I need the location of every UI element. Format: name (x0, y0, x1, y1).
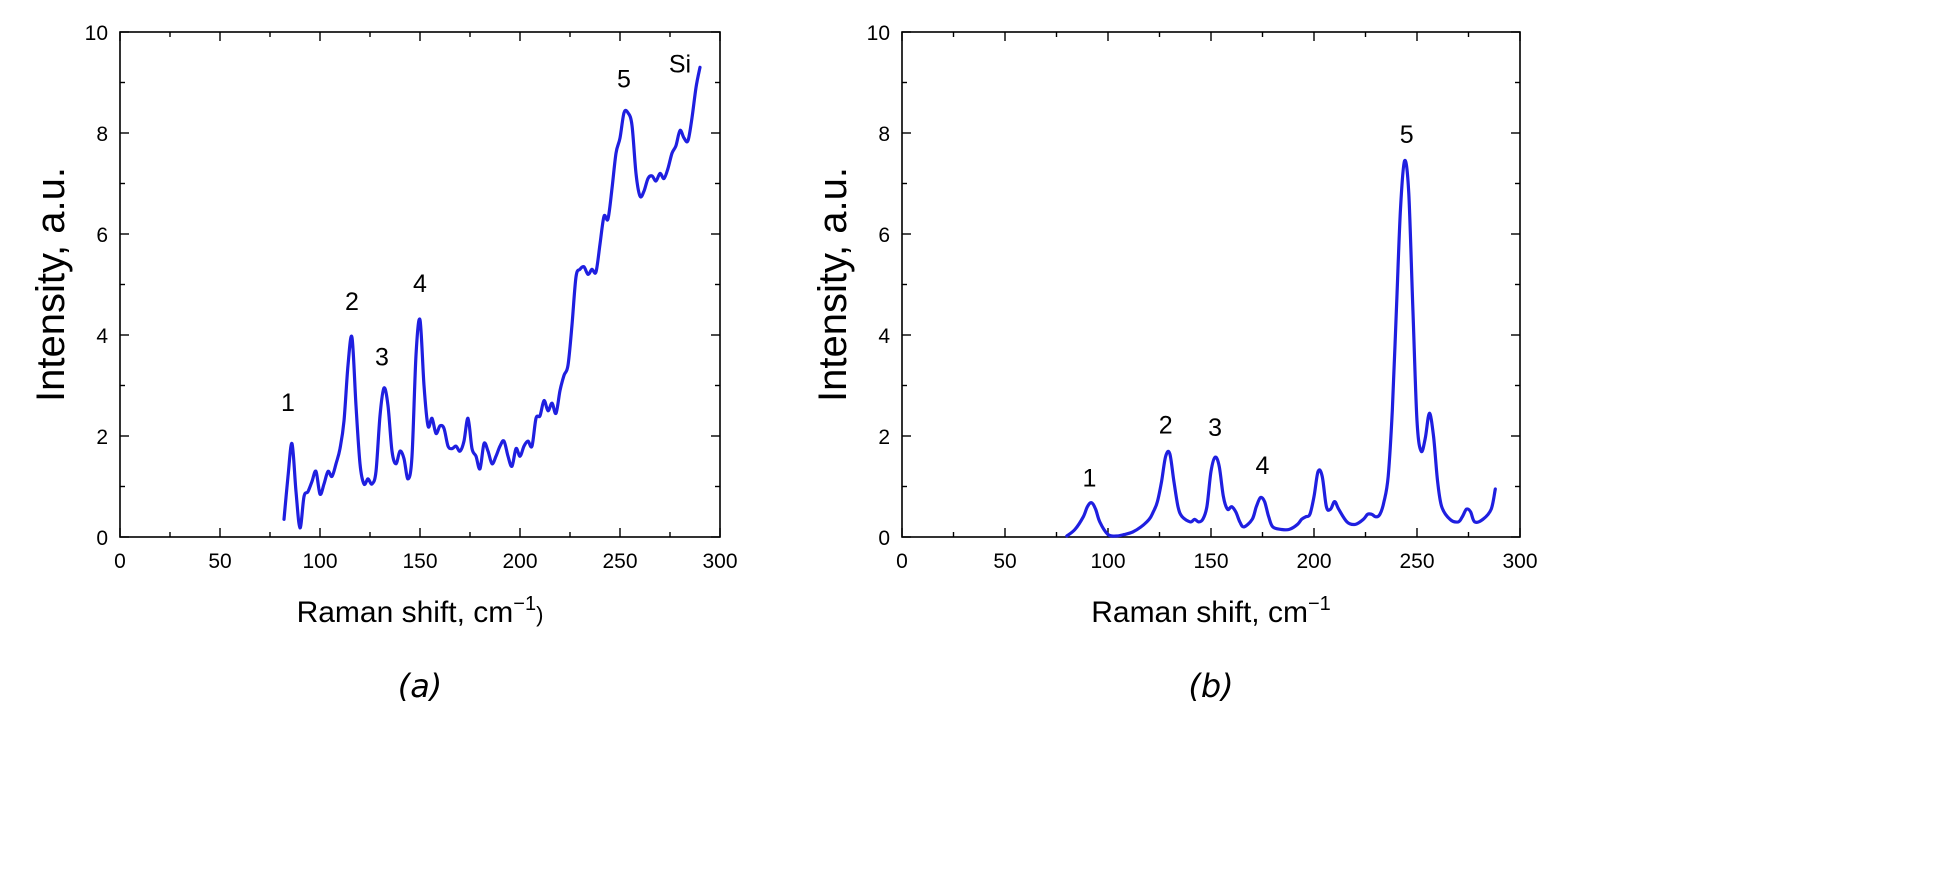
x-axis-title-main: Raman shift, cm (297, 596, 514, 629)
x-tick-label: 200 (1296, 550, 1331, 573)
peak-label: 4 (413, 270, 427, 298)
x-tick-label: 50 (208, 550, 231, 573)
panel-caption: (a) (398, 667, 443, 705)
x-tick-label: 300 (1502, 550, 1537, 573)
series-line (282, 65, 702, 530)
y-tick-label: 8 (96, 123, 108, 146)
peak-label: 5 (1400, 121, 1414, 149)
y-tick-label: 0 (878, 527, 890, 550)
x-tick-label: 100 (1090, 550, 1125, 573)
series-line (1065, 158, 1497, 538)
x-axis-title: Raman shift, cm−1) (297, 593, 544, 629)
y-tick-label: 6 (878, 224, 890, 247)
x-tick-label: 250 (602, 550, 637, 573)
peak-label: 2 (345, 288, 359, 316)
x-tick-label: 150 (1193, 550, 1228, 573)
y-tick-label: 10 (85, 22, 108, 45)
y-tick-label: 10 (867, 22, 890, 45)
x-tick-label: 0 (114, 550, 126, 573)
y-tick-label: 2 (878, 426, 890, 449)
peak-label: 1 (281, 389, 295, 417)
y-tick-label: 6 (96, 224, 108, 247)
y-tick-label: 8 (878, 123, 890, 146)
y-tick-label: 4 (96, 325, 108, 348)
x-tick-label: 0 (896, 550, 908, 573)
peak-label: 5 (617, 66, 631, 94)
peak-label: 4 (1256, 452, 1270, 480)
x-axis-title-main: Raman shift, cm (1091, 596, 1308, 629)
x-tick-label: 150 (402, 550, 437, 573)
x-tick-label: 50 (993, 550, 1016, 573)
y-axis-title: Intensity, a.u. (811, 167, 855, 402)
x-axis-title-superscript: −1 (1308, 593, 1331, 615)
x-tick-label: 250 (1399, 550, 1434, 573)
peak-label: 2 (1159, 411, 1173, 439)
y-tick-label: 4 (878, 325, 890, 348)
plot-frame (901, 31, 1521, 538)
peak-label: 3 (375, 343, 389, 371)
peak-label: Si (669, 50, 691, 78)
panel-caption: (b) (1188, 667, 1233, 705)
peak-label: 1 (1083, 465, 1097, 493)
y-tick-label: 0 (96, 527, 108, 550)
y-tick-label: 2 (96, 426, 108, 449)
x-axis-title-superscript: −1 (513, 593, 536, 615)
peak-label: 3 (1208, 414, 1222, 442)
x-axis-title-suffix: ) (536, 602, 543, 627)
x-tick-label: 200 (502, 550, 537, 573)
x-tick-label: 100 (302, 550, 337, 573)
y-axis-title: Intensity, a.u. (29, 167, 73, 402)
x-tick-label: 300 (702, 550, 737, 573)
x-axis-title: Raman shift, cm−1 (1091, 593, 1331, 629)
chart-panel-a: 0 50 100 150 200 250 300024681012345SiIntensit… (29, 22, 738, 705)
